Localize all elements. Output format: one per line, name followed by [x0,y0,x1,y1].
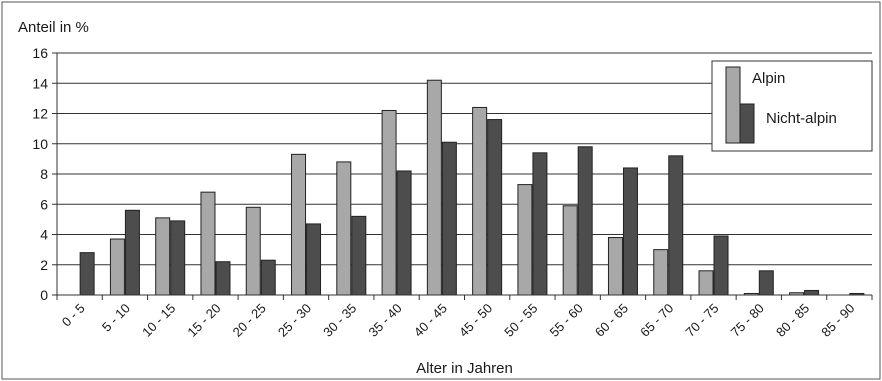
bar-alpin [245,206,261,296]
bar-alpin [653,249,669,296]
bar-alpin [155,217,171,296]
bar-nicht-alpin [306,223,322,296]
legend-label-nicht-alpin: Nicht-alpin [766,110,837,127]
bar-nicht-alpin [532,152,548,296]
y-tick-label: 8 [40,166,48,182]
bar-nicht-alpin [170,220,186,296]
bar-nicht-alpin [577,146,593,296]
bar-alpin [336,161,352,296]
bar-nicht-alpin [79,252,95,296]
bar-nicht-alpin [441,141,457,296]
bar-alpin [381,109,397,296]
y-ticks: 0 2 4 6 8 10 12 14 16 [32,45,48,303]
bar-nicht-alpin [396,170,412,296]
bar-alpin [472,106,488,296]
bar-alpin [517,184,533,296]
bar-alpin [200,191,216,296]
y-tick-label: 6 [40,196,48,212]
y-tick-label: 0 [40,287,48,303]
bar-nicht-alpin [713,235,729,296]
legend: Alpin Nicht-alpin [711,60,873,152]
bar-alpin [426,79,442,296]
bar-alpin [607,237,623,296]
legend-swatch-alpin [725,66,741,144]
bar-alpin [698,270,714,296]
axes [52,52,873,300]
y-tick-label: 12 [32,106,48,122]
bars [79,79,865,296]
y-tick-label: 10 [32,136,48,152]
bar-nicht-alpin [260,259,276,296]
bar-alpin [562,205,578,296]
bar-alpin [291,153,307,296]
bar-nicht-alpin [804,289,820,296]
legend-swatch-nicht-alpin [739,103,755,144]
bar-nicht-alpin [487,119,503,296]
y-axis-title: Anteil in % [18,19,89,36]
bar-nicht-alpin [215,261,231,296]
bar-nicht-alpin [351,215,367,296]
bar-nicht-alpin [124,209,140,296]
y-tick-label: 4 [40,227,48,243]
legend-label-alpin: Alpin [752,70,785,87]
y-tick-label: 16 [32,45,48,61]
y-tick-label: 2 [40,257,48,273]
bar-nicht-alpin [622,167,638,296]
bar-alpin [109,238,125,296]
y-tick-label: 14 [32,75,48,91]
bar-nicht-alpin [668,155,684,296]
x-axis-title: Alter in Jahren [416,360,513,377]
bar-nicht-alpin [758,270,774,296]
